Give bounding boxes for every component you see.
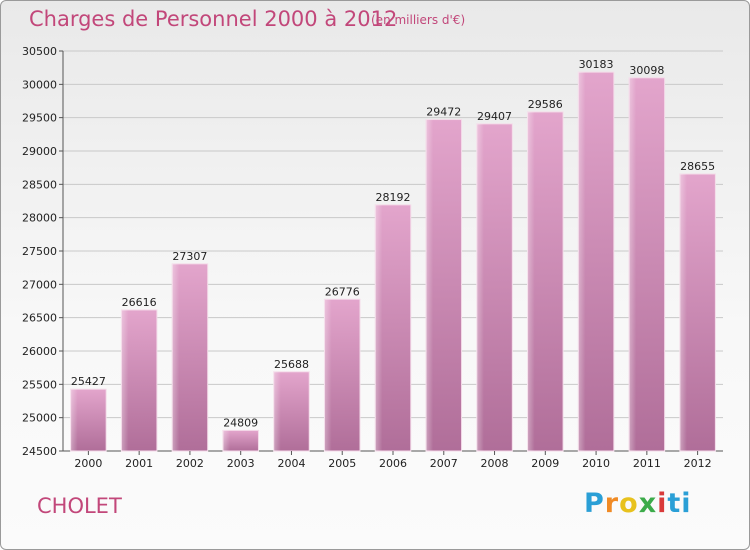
logo-letter: r	[604, 488, 620, 519]
logo-letter: x	[638, 488, 658, 519]
chart-subtitle: (en milliers d'€)	[371, 13, 466, 27]
bar-value-label: 29472	[426, 106, 461, 119]
bar-value-label: 29586	[528, 98, 563, 111]
logo-letter: t	[667, 488, 682, 519]
x-tick-label: 2002	[176, 457, 204, 470]
y-tick-label: 26500	[22, 312, 57, 325]
bar-highlight	[426, 119, 462, 452]
y-tick-label: 25000	[22, 412, 57, 425]
x-tick-label: 2000	[74, 457, 102, 470]
logo-letter: P	[584, 488, 605, 519]
bar-highlight	[578, 72, 614, 451]
x-tick-label: 2001	[125, 457, 153, 470]
x-tick-label: 2008	[481, 457, 509, 470]
bar-highlight	[70, 389, 107, 451]
bar-value-label: 29407	[477, 110, 512, 123]
x-tick-label: 2010	[582, 457, 610, 470]
x-axis: 2000 2001 2002 2003 2004 2005 2006 2007 2008 2009…	[74, 451, 712, 470]
y-tick-label: 29500	[22, 112, 57, 125]
bar-value-label: 30098	[629, 64, 664, 77]
x-tick-label: 2009	[531, 457, 559, 470]
bar-highlight	[324, 299, 360, 451]
x-tick-label: 2006	[379, 457, 407, 470]
bar-highlight	[375, 204, 411, 451]
proxiti-logo[interactable]: Proxiti	[584, 488, 692, 519]
y-tick-label: 26000	[22, 345, 57, 358]
value-labels: 25427 26616 27307 24809 25688 26776 28192 29472…	[71, 58, 715, 429]
y-tick-label: 30500	[22, 45, 57, 58]
bar-value-label: 25427	[71, 375, 106, 388]
bar-highlight	[629, 77, 665, 452]
bar-value-label: 26616	[122, 296, 157, 309]
y-tick-label: 24500	[22, 445, 57, 458]
y-tick-label: 27000	[22, 278, 57, 291]
x-tick-label: 2004	[277, 457, 305, 470]
bar-highlight	[222, 430, 259, 451]
bar-value-label: 26776	[325, 285, 360, 298]
x-tick-label: 2011	[633, 457, 661, 470]
x-tick-label: 2012	[684, 457, 712, 470]
city-name: CHOLET	[37, 494, 122, 518]
bar-highlight	[121, 309, 157, 451]
bar-value-label: 27307	[172, 250, 207, 263]
bar-value-label: 28655	[680, 160, 715, 173]
bar-value-label: 24809	[223, 416, 258, 429]
y-tick-label: 29000	[22, 145, 57, 158]
bar-highlight	[476, 123, 513, 451]
logo-letter: o	[619, 488, 639, 519]
bar-value-label: 30183	[579, 58, 614, 71]
y-axis: 24500 25000 25500 26000 26500 27000 27500 28000…	[22, 45, 723, 458]
bar-highlight	[527, 111, 564, 451]
logo-letter: i	[657, 488, 668, 519]
bar-value-label: 25688	[274, 358, 309, 371]
y-tick-label: 27500	[22, 245, 57, 258]
bar-highlight	[172, 263, 208, 451]
bar-highlight	[679, 174, 716, 451]
x-tick-label: 2007	[430, 457, 458, 470]
logo-letter: i	[681, 488, 692, 519]
y-tick-label: 30000	[22, 78, 57, 91]
bar-highlight	[273, 371, 310, 451]
y-tick-label: 28500	[22, 178, 57, 191]
y-tick-label: 28000	[22, 212, 57, 225]
x-tick-label: 2005	[328, 457, 356, 470]
y-tick-label: 25500	[22, 378, 57, 391]
bars	[70, 71, 716, 452]
chart-title: Charges de Personnel 2000 à 2012	[29, 7, 398, 31]
bar-value-label: 28192	[376, 191, 411, 204]
x-tick-label: 2003	[227, 457, 255, 470]
